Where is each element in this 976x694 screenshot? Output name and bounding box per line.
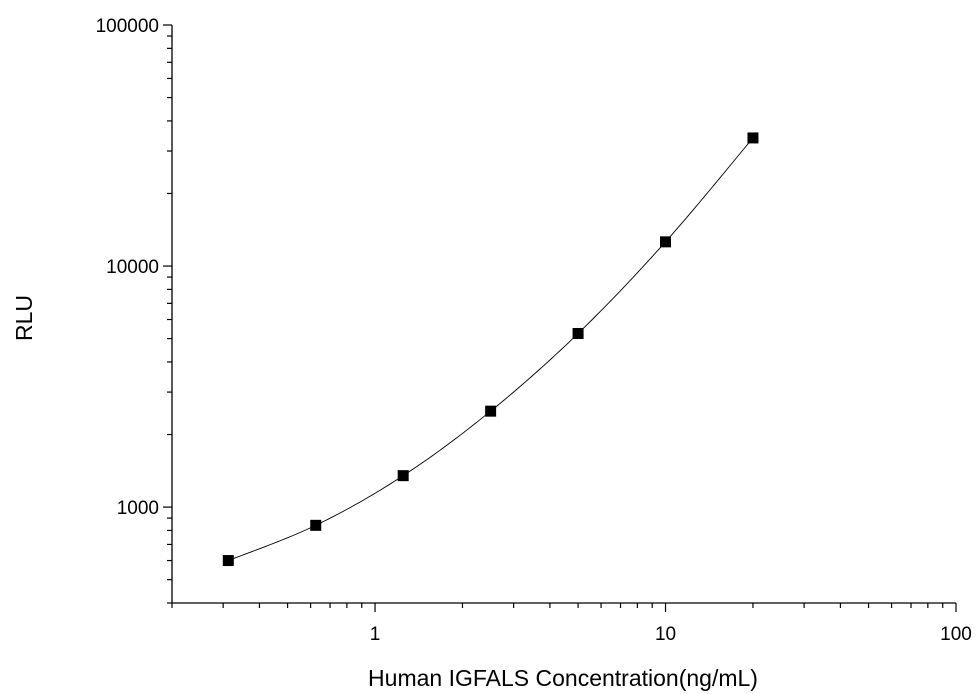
data-point bbox=[485, 405, 497, 417]
data-point bbox=[660, 236, 672, 248]
y-tick-label: 1000 bbox=[117, 498, 159, 519]
data-point bbox=[310, 519, 322, 531]
data-points bbox=[222, 132, 759, 567]
data-point bbox=[222, 555, 234, 567]
data-point bbox=[572, 327, 584, 339]
fit-curve bbox=[228, 137, 754, 561]
x-axis-title: Human IGFALS Concentration(ng/mL) bbox=[368, 665, 758, 691]
axes bbox=[163, 24, 957, 612]
x-tick-label: 1 bbox=[370, 624, 381, 645]
y-tick-label: 100000 bbox=[96, 16, 159, 37]
y-axis-title: RLU bbox=[11, 295, 37, 341]
tick-labels: 1 10 100 1000 10000 100000 bbox=[96, 16, 972, 645]
fit-curve-line bbox=[228, 137, 754, 561]
x-tick-label: 100 bbox=[940, 624, 972, 645]
data-point bbox=[747, 132, 759, 144]
x-tick-label: 10 bbox=[655, 624, 676, 645]
data-point bbox=[397, 470, 409, 482]
y-tick-label: 10000 bbox=[106, 257, 159, 278]
